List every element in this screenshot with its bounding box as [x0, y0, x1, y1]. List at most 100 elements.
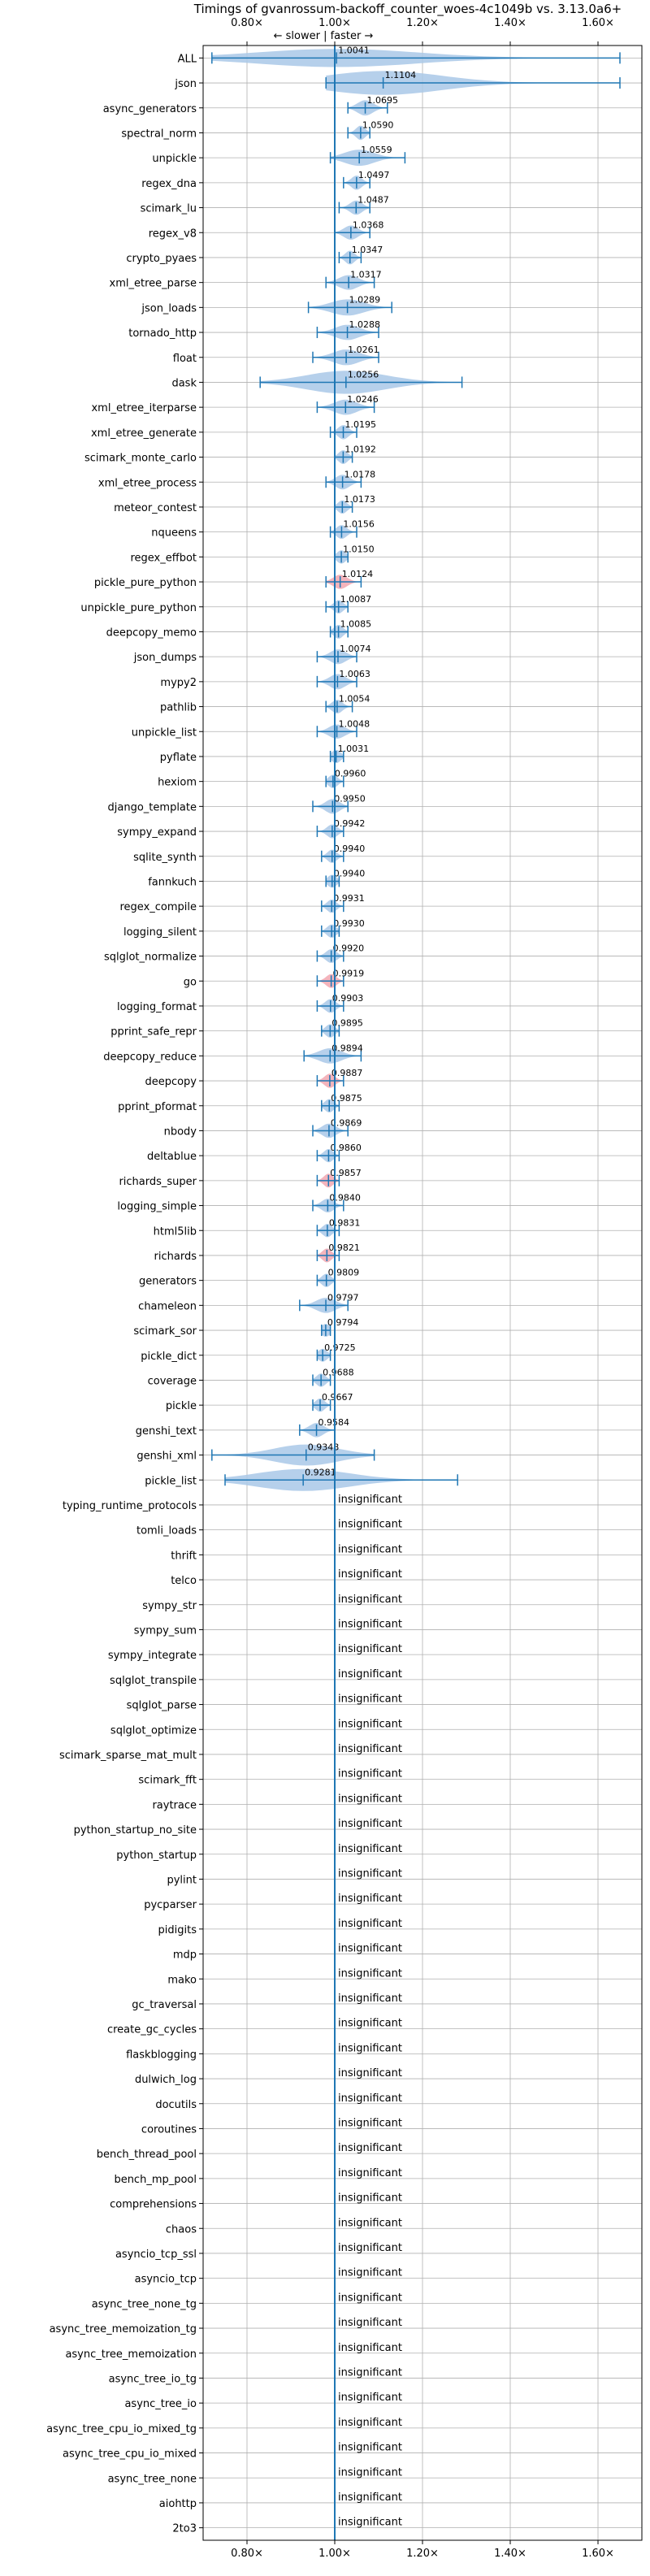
value-label: 0.9821: [328, 1242, 360, 1253]
benchmark-label: xml_etree_generate: [91, 427, 197, 440]
benchmark-label: pprint_pformat: [118, 1101, 197, 1113]
benchmark-label: typing_runtime_protocols: [63, 1500, 197, 1512]
value-label: 1.0288: [349, 319, 381, 330]
benchmark-label: scimark_sor: [133, 1325, 197, 1338]
x-tick-label-top: 1.40×: [494, 17, 526, 29]
benchmark-label: asyncio_tcp_ssl: [115, 2249, 197, 2261]
value-label: 1.0256: [348, 369, 379, 379]
x-axis-top: 0.80× 1.00× 1.20× 1.40× 1.60×: [231, 17, 614, 46]
value-label: 1.1104: [385, 70, 416, 80]
insignificant-label: insignificant: [338, 1668, 402, 1680]
chart-title: Timings of gvanrossum-backoff_counter_wo…: [193, 2, 622, 17]
value-label: 0.9869: [331, 1117, 362, 1128]
insignificant-label: insignificant: [338, 1793, 402, 1805]
benchmark-label: json_loads: [141, 302, 197, 314]
value-label: 0.9348: [308, 1442, 340, 1453]
benchmark-label: tomli_loads: [136, 1525, 197, 1537]
benchmark-label: gc_traversal: [132, 1999, 197, 2011]
value-label: 0.9940: [334, 843, 366, 854]
value-label: 0.9887: [332, 1068, 363, 1078]
value-label: 0.9894: [332, 1043, 363, 1053]
benchmark-label: dulwich_log: [135, 2074, 197, 2086]
insignificant-label: insignificant: [338, 2366, 402, 2379]
insignificant-label: insignificant: [338, 1594, 402, 1606]
insignificant-label: insignificant: [338, 1918, 402, 1930]
insignificant-label: insignificant: [338, 1768, 402, 1780]
value-label: 1.0041: [338, 45, 370, 55]
insignificant-label: insignificant: [338, 2317, 402, 2329]
benchmark-label: pickle_pure_python: [94, 577, 197, 589]
benchmark-label: sympy_str: [142, 1600, 197, 1612]
benchmark-label: hexiom: [158, 777, 197, 789]
benchmark-label: nbody: [164, 1125, 197, 1138]
benchmark-label: json_dumps: [133, 652, 197, 664]
insignificant-label: insignificant: [338, 1818, 402, 1830]
insignificant-label: insignificant: [338, 1967, 402, 1980]
value-label: 0.9930: [333, 918, 365, 929]
x-tick-label-top: 1.60×: [582, 17, 614, 29]
benchmark-label: chaos: [166, 2223, 197, 2236]
benchmark-label: generators: [139, 1276, 197, 1288]
benchmark-label: mypy2: [160, 677, 197, 689]
value-label: 1.0195: [345, 419, 377, 430]
benchmark-label: async_tree_cpu_io_mixed: [63, 2448, 197, 2461]
benchmark-label: float: [173, 353, 197, 365]
benchmark-label: async_tree_memoization_tg: [50, 2323, 197, 2335]
value-label: 0.9797: [327, 1292, 359, 1303]
insignificant-label: insignificant: [338, 2217, 402, 2229]
benchmark-label: pickle: [166, 1400, 197, 1412]
insignificant-label: insignificant: [338, 1893, 402, 1905]
benchmark-label: async_tree_memoization: [65, 2348, 197, 2361]
benchmark-label: sqlglot_normalize: [104, 952, 197, 964]
benchmark-label: async_tree_io_tg: [109, 2373, 197, 2385]
benchmark-label: asyncio_tcp: [135, 2274, 197, 2286]
value-label: 0.9860: [330, 1143, 362, 1153]
insignificant-label: insignificant: [338, 2117, 402, 2129]
benchmark-label: pickle_list: [145, 1475, 197, 1487]
value-label: 0.9831: [329, 1217, 361, 1228]
benchmark-label: bench_mp_pool: [114, 2174, 197, 2186]
benchmark-label: pidigits: [158, 1924, 197, 1936]
x-tick-label-bottom: 1.40×: [494, 2548, 526, 2560]
benchmark-label: coroutines: [141, 2123, 197, 2136]
insignificant-label: insignificant: [338, 1743, 402, 1755]
direction-label: ← slower | faster →: [274, 30, 374, 42]
value-label: 1.0368: [353, 219, 384, 230]
benchmark-label: scimark_fft: [138, 1775, 197, 1787]
benchmark-label: crypto_pyaes: [126, 253, 197, 265]
value-label: 1.0487: [358, 195, 389, 206]
x-tick-label-bottom: 0.80×: [231, 2548, 263, 2560]
value-label: 0.9903: [332, 993, 364, 1004]
benchmark-label: python_startup_no_site: [74, 1824, 197, 1837]
benchmark-label: logging_simple: [117, 1201, 197, 1213]
benchmark-label: regex_compile: [119, 901, 197, 913]
benchmark-label: sqlite_synth: [133, 852, 197, 864]
benchmark-label: meteor_contest: [114, 502, 197, 514]
x-tick-label-bottom: 1.00×: [318, 2548, 351, 2560]
benchmark-label: genshi_xml: [136, 1451, 197, 1463]
benchmark-label: sqlglot_transpile: [110, 1675, 197, 1687]
benchmark-label: regex_effbot: [130, 552, 197, 564]
insignificant-label: insignificant: [338, 2192, 402, 2205]
benchmark-label: python_startup: [116, 1850, 197, 1862]
benchmark-label: create_gc_cycles: [107, 2024, 197, 2036]
benchmark-label: 2to3: [172, 2523, 197, 2535]
benchmark-label: regex_dna: [141, 178, 197, 190]
insignificant-label: insignificant: [338, 2466, 402, 2478]
benchmark-rows: ALL 1.0041 json 1.1104 async_generators 1.069…: [46, 45, 621, 2540]
insignificant-label: insignificant: [338, 2067, 402, 2079]
insignificant-label: insignificant: [338, 1843, 402, 1855]
benchmark-label: sympy_integrate: [108, 1650, 197, 1662]
value-label: 1.0317: [350, 270, 382, 280]
benchmark-label: pickle_dict: [141, 1351, 197, 1363]
benchmark-label: telco: [171, 1575, 197, 1587]
insignificant-label: insignificant: [338, 1693, 402, 1706]
x-tick-label-top: 1.00×: [318, 17, 351, 29]
benchmark-label: xml_etree_parse: [110, 278, 197, 290]
benchmark-label: scimark_lu: [141, 203, 197, 215]
value-label: 0.9960: [335, 769, 366, 779]
insignificant-label: insignificant: [338, 2517, 402, 2529]
value-label: 0.9920: [333, 943, 365, 954]
insignificant-label: insignificant: [338, 2242, 402, 2254]
